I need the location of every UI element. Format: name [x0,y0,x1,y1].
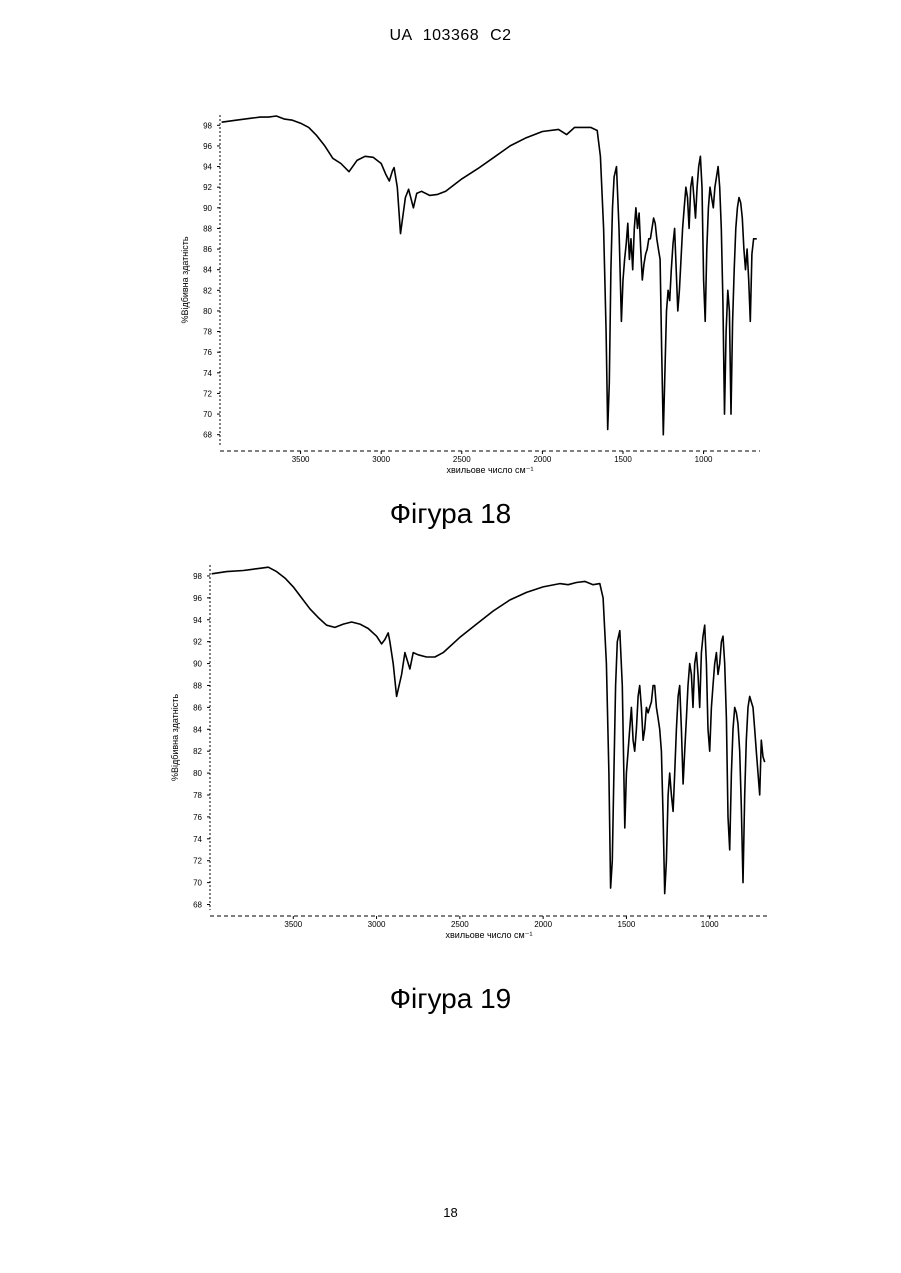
x-tick-label: 2000 [533,455,551,464]
y-tick-label: 82 [203,286,212,295]
y-tick-label: 86 [193,703,202,712]
x-tick-label: 1500 [618,920,636,929]
y-tick-label: 98 [203,121,212,130]
x-tick-label: 2500 [451,920,469,929]
ir-spectrum-chart-18: 98 96 94 92 90 88 86 84 82 80 78 76 74 72 70 68 3500 3000… [170,105,770,485]
x-axis-label: хвильове число см⁻¹ [446,930,533,940]
y-tick-label: 80 [203,307,212,316]
y-tick-label: 70 [193,879,202,888]
y-tick-label: 86 [203,245,212,254]
x-tick-label: 3000 [368,920,386,929]
y-tick-label: 78 [193,791,202,800]
spectrum-series-line [222,116,757,435]
x-tick-label: 3000 [372,455,390,464]
y-tick-label: 90 [193,660,202,669]
x-axis-label: хвильове число см⁻¹ [447,465,534,475]
x-tick-label: 1500 [614,455,632,464]
y-tick-label: 68 [203,431,212,440]
y-tick-label: 80 [193,769,202,778]
x-tick-label: 2000 [534,920,552,929]
y-tick-label: 88 [203,224,212,233]
y-tick-label: 98 [193,572,202,581]
y-tick-label: 84 [193,725,202,734]
y-tick-label: 74 [203,369,212,378]
y-tick-label: 76 [193,813,202,822]
figure-caption-18: Фігура 18 [0,498,901,530]
y-tick-label: 96 [193,594,202,603]
y-axis-label: %Відбивна здатність [180,236,190,323]
y-tick-label: 96 [203,142,212,151]
y-tick-label: 76 [203,348,212,357]
y-tick-label: 70 [203,410,212,419]
y-tick-label: 82 [193,747,202,756]
y-tick-label: 84 [203,266,212,275]
page-number: 18 [0,1205,901,1220]
x-tick-label: 1000 [695,455,713,464]
y-axis-label: %Відбивна здатність [170,694,180,781]
y-tick-label: 88 [193,681,202,690]
ir-spectrum-chart-19: 98 96 94 92 90 88 86 84 82 80 78 76 74 72 70 68 3500 3000… [160,555,780,950]
y-tick-label: 72 [203,389,212,398]
x-tick-label: 3500 [292,455,310,464]
y-tick-label: 92 [193,638,202,647]
y-tick-label: 92 [203,183,212,192]
y-tick-label: 68 [193,901,202,910]
y-tick-label: 78 [203,328,212,337]
y-tick-label: 90 [203,204,212,213]
figure-caption-19: Фігура 19 [0,983,901,1015]
x-tick-label: 1000 [701,920,719,929]
x-tick-label: 3500 [284,920,302,929]
spectrum-series-line [212,567,765,893]
y-tick-label: 94 [193,616,202,625]
y-tick-label: 74 [193,835,202,844]
y-tick-label: 94 [203,163,212,172]
y-tick-label: 72 [193,857,202,866]
x-tick-label: 2500 [453,455,471,464]
patent-header: UA 103368 C2 [0,27,901,45]
